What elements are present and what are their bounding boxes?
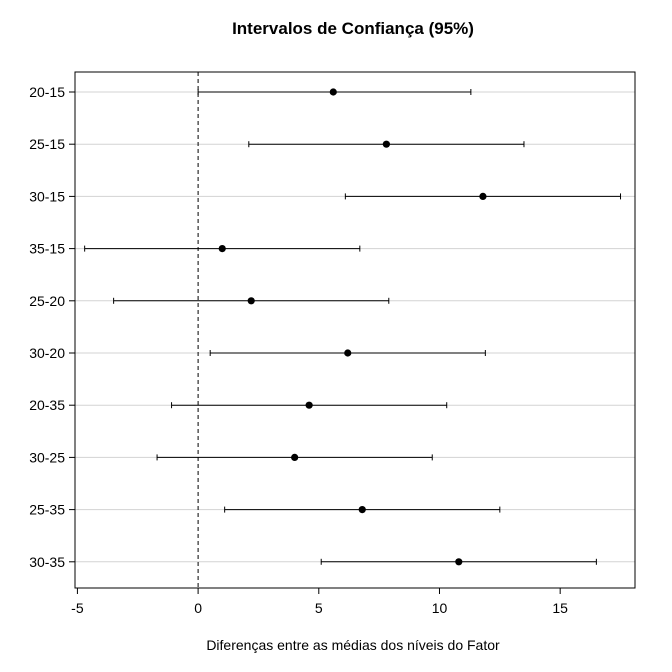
x-tick-label-3: 10 [432, 600, 448, 616]
point-30-20 [344, 349, 352, 357]
point-20-15 [329, 88, 337, 96]
y-tick-label-20-15: 20-15 [29, 84, 65, 100]
y-tick-label-25-20: 25-20 [29, 293, 65, 309]
x-tick-label-0: -5 [71, 600, 84, 616]
x-axis-title: Diferenças entre as médias dos níveis do… [206, 637, 500, 653]
point-25-15 [382, 140, 390, 148]
y-tick-label-25-15: 25-15 [29, 136, 65, 152]
point-30-25 [291, 453, 299, 461]
point-35-15 [218, 245, 226, 253]
plot-frame [74, 71, 636, 589]
y-axis: 20-15 25-15 30-15 35-15 25-20 30-20 20-35 30-25… [29, 84, 75, 570]
point-layer [218, 88, 487, 566]
chart-title: Intervalos de Confiança (95%) [232, 19, 474, 38]
interval-layer [84, 89, 622, 565]
point-20-35 [305, 401, 313, 409]
y-tick-label-30-35: 30-35 [29, 554, 65, 570]
point-30-35 [455, 558, 463, 566]
point-25-35 [358, 506, 366, 514]
y-tick-label-25-35: 25-35 [29, 502, 65, 518]
x-axis: -5 0 5 10 15 [71, 588, 568, 616]
y-tick-label-20-35: 20-35 [29, 397, 65, 413]
y-tick-label-35-15: 35-15 [29, 241, 65, 257]
point-30-15 [479, 192, 487, 200]
point-25-20 [247, 297, 255, 305]
y-tick-label-30-15: 30-15 [29, 188, 65, 204]
x-tick-label-4: 15 [552, 600, 568, 616]
x-tick-label-1: 0 [194, 600, 202, 616]
y-tick-label-30-25: 30-25 [29, 449, 65, 465]
y-tick-label-30-20: 30-20 [29, 345, 65, 361]
x-tick-label-2: 5 [315, 600, 323, 616]
grid-lines [75, 91, 635, 563]
